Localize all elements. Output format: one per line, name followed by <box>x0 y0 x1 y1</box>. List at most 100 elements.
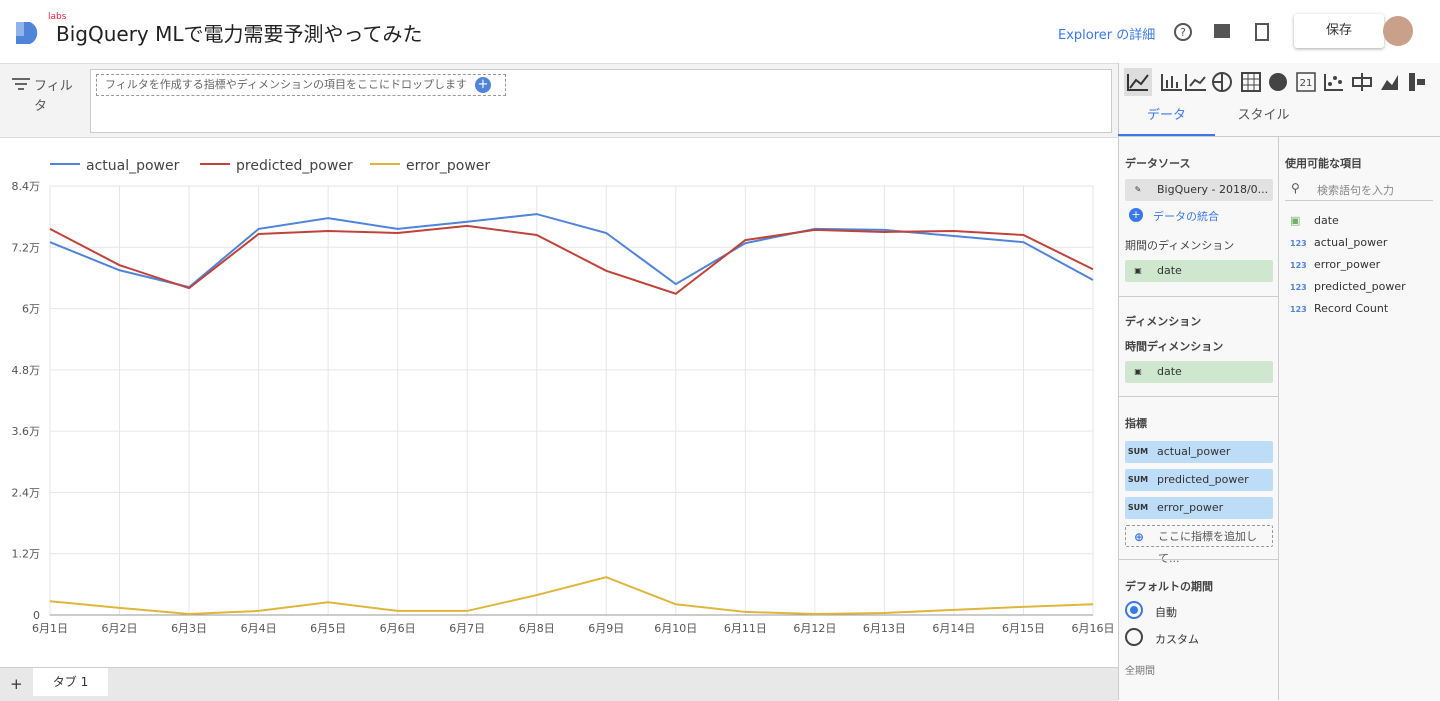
filter-label: フィルタ <box>34 79 73 114</box>
plot-area <box>49 185 1094 616</box>
tab-bar: + タブ 1 <box>0 667 1118 701</box>
metric-name: actual_power <box>1157 445 1231 458</box>
x-tick-label: 6月15日 <box>1002 622 1045 635</box>
search-placeholder: 検索語句を入力 <box>1317 184 1394 197</box>
save-button[interactable]: 保存 <box>1294 14 1384 48</box>
chart: 0 1.2万 2.4万 3.6万 4.8万 6万 7.2万 8.4万 6月1日 6月2日 6月3日 6… <box>12 158 1115 635</box>
date-range-chip[interactable]: ▣ date <box>1125 260 1273 282</box>
field-name: predicted_power <box>1314 280 1406 293</box>
series-line <box>49 213 1094 289</box>
filter-bar: フィルタ フィルタを作成する指標やディメンションの項目をここにドロップします + <box>0 64 1118 138</box>
blend-icon: + <box>1129 208 1143 222</box>
x-tick-label: 6月4日 <box>241 622 277 635</box>
y-tick-label: 4.8万 <box>12 364 41 377</box>
metric-chip[interactable]: SUM predicted_power <box>1125 469 1273 491</box>
separator <box>1118 396 1278 397</box>
radio-custom[interactable] <box>1125 628 1143 646</box>
field[interactable]: ▣ date <box>1290 214 1339 227</box>
date-range-dimension-heading: 期間のディメンション <box>1125 239 1235 252</box>
x-tick-label: 6月9日 <box>588 622 624 635</box>
x-tick-label: 6月3日 <box>171 622 207 635</box>
avatar[interactable] <box>1383 16 1413 46</box>
field[interactable]: 123 predicted_power <box>1290 280 1406 293</box>
field[interactable]: 123 error_power <box>1290 258 1380 271</box>
y-tick-label: 7.2万 <box>12 241 41 254</box>
explorer-link[interactable]: Explorer の詳細 <box>1058 28 1156 43</box>
series-line <box>49 576 1094 615</box>
field-type-icon: ▣ <box>1290 214 1301 227</box>
separator <box>1118 296 1278 297</box>
metric-chip[interactable]: SUM error_power <box>1125 497 1273 519</box>
style-tab[interactable]: スタイル <box>1237 108 1290 123</box>
data-tab[interactable]: データ <box>1118 98 1215 136</box>
chart-type-toolbar: 21 <box>1124 68 1425 96</box>
metric-heading: 指標 <box>1125 417 1147 430</box>
header-icons: ? <box>1174 23 1269 41</box>
metric-name: predicted_power <box>1157 473 1249 486</box>
dimension-heading: ディメンション <box>1125 315 1202 328</box>
filter-drop[interactable]: フィルタを作成する指標やディメンションの項目をここにドロップします + <box>90 69 1112 133</box>
report-title[interactable]: BigQuery MLで電力需要予測やってみた <box>56 22 423 46</box>
y-tick-label: 8.4万 <box>12 180 41 193</box>
filter-placeholder: フィルタを作成する指標やディメンションの項目をここにドロップします <box>96 74 506 96</box>
x-tick-label: 6月5日 <box>310 622 346 635</box>
x-tick-label: 6月1日 <box>32 622 68 635</box>
x-tick-label: 6月2日 <box>102 622 138 635</box>
tab[interactable]: タブ 1 <box>33 668 108 696</box>
scorecard-icon-text: 21 <box>1300 78 1313 89</box>
x-tick-label: 6月16日 <box>1072 622 1115 635</box>
metric-agg: SUM <box>1127 503 1149 512</box>
x-tick-label: 6月7日 <box>449 622 485 635</box>
y-tick-label: 1.2万 <box>12 548 41 561</box>
field-type: 123 <box>1290 239 1307 248</box>
data-source: BigQuery - 2018/0... <box>1157 183 1269 196</box>
field-name: Record Count <box>1314 302 1389 315</box>
all-period: 全期間 <box>1125 666 1155 677</box>
field-type: 123 <box>1290 305 1307 314</box>
legend-label: error_power <box>406 158 490 174</box>
add-tab[interactable]: + <box>10 675 23 693</box>
radio-auto[interactable] <box>1125 601 1143 619</box>
add-filter[interactable]: + <box>475 77 491 93</box>
field[interactable]: 123 actual_power <box>1290 236 1387 249</box>
time-dimension-heading: 時間ディメンション <box>1125 340 1224 353</box>
add-metric-text: ここに指標を追加して... <box>1158 530 1257 565</box>
period-option: 自動 <box>1155 606 1177 619</box>
field-name: actual_power <box>1314 236 1388 249</box>
data-source-chip[interactable]: ✎ BigQuery - 2018/0... <box>1125 179 1273 201</box>
separator <box>1118 559 1278 560</box>
series-line <box>49 224 1094 295</box>
legend-label: actual_power <box>86 158 180 174</box>
field[interactable]: 123 Record Count <box>1290 302 1388 315</box>
svg-text:?: ? <box>1180 26 1186 39</box>
x-tick-label: 6月13日 <box>863 622 906 635</box>
metric-agg: SUM <box>1127 447 1149 456</box>
y-tick-label: 0 <box>33 609 40 622</box>
metric-chip[interactable]: SUM actual_power <box>1125 441 1273 463</box>
x-tick-label: 6月6日 <box>380 622 416 635</box>
data-source-heading: データソース <box>1125 157 1191 170</box>
blend-link[interactable]: データの統合 <box>1153 210 1219 223</box>
search-box[interactable]: ⚲ 検索語句を入力 <box>1285 178 1433 201</box>
field-type: 123 <box>1290 283 1307 292</box>
add-metric[interactable]: ⊕ ここに指標を追加して... <box>1125 525 1273 565</box>
metric-agg: SUM <box>1127 475 1149 484</box>
default-period-heading: デフォルトの期間 <box>1125 580 1213 593</box>
field-name: error_power <box>1314 258 1381 271</box>
time-dimension-chip[interactable]: ▣ date <box>1125 361 1273 383</box>
header: labs BigQuery MLで電力需要予測やってみた Explorer の詳… <box>0 0 1440 64</box>
x-tick-label: 6月11日 <box>724 622 767 635</box>
x-tick-label: 6月14日 <box>932 622 975 635</box>
time-dimension: date <box>1157 365 1182 378</box>
x-tick-label: 6月12日 <box>793 622 836 635</box>
y-tick-label: 3.6万 <box>12 425 41 438</box>
logo <box>16 22 38 44</box>
field-name: date <box>1314 214 1339 227</box>
available-fields-heading: 使用可能な項目 <box>1285 157 1362 170</box>
period-option: カスタム <box>1155 633 1199 646</box>
x-tick-label: 6月8日 <box>519 622 555 635</box>
date-range-dimension: date <box>1157 264 1182 277</box>
legend-label: predicted_power <box>236 158 353 174</box>
metric-name: error_power <box>1157 501 1224 514</box>
